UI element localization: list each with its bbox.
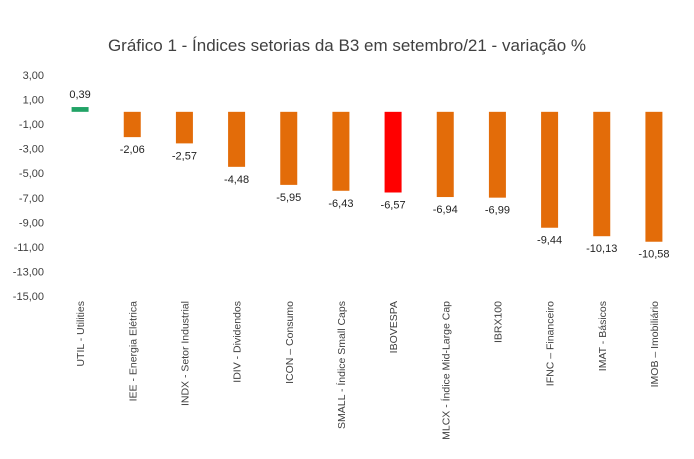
x-tick-label: ICON – Consumo: [284, 301, 296, 384]
bar: [332, 111, 350, 191]
data-label: -10,58: [638, 249, 669, 261]
data-label: -6,94: [433, 204, 458, 216]
bar: [280, 111, 298, 185]
x-tick-label: IMOB – Imobiliário: [649, 301, 661, 388]
x-tick-label: SMALL - Índice Small Caps: [335, 301, 348, 429]
y-tick-label: -3,00: [19, 144, 44, 156]
x-tick-label: IBRX100: [492, 301, 504, 343]
y-tick-label: -11,00: [14, 242, 44, 254]
data-label: -6,43: [328, 198, 353, 210]
y-axis-labels: 3,00 1,00 -1,00 -3,00 -5,00 -7,00 -9,00 -11,00 -…: [13, 70, 44, 303]
x-tick-label: INDX - Setor Industrial: [179, 301, 191, 406]
bar: [228, 111, 246, 167]
data-label: -2,57: [172, 150, 197, 162]
data-label: -2,06: [120, 144, 145, 156]
y-tick-label: -1,00: [19, 119, 44, 131]
data-label: -9,44: [537, 235, 562, 247]
y-tick-label: 3,00: [23, 70, 44, 82]
y-tick-label: -9,00: [19, 217, 44, 229]
bar: [645, 111, 663, 242]
y-tick-label: -13,00: [13, 266, 44, 278]
x-tick-label: IDIV - Dividendos: [232, 301, 244, 383]
bar: [175, 111, 193, 144]
bar: [384, 111, 402, 193]
bar: [488, 111, 506, 198]
bar: [123, 111, 141, 138]
data-label: -6,57: [381, 199, 406, 211]
x-tick-label: IFNC – Financeiro: [545, 301, 557, 386]
x-tick-label: IEE - Energia Elétrica: [127, 301, 139, 402]
data-label: -6,99: [485, 205, 510, 217]
data-label: -10,13: [586, 243, 617, 255]
bars: [71, 107, 663, 242]
bar: [593, 111, 611, 237]
x-tick-label: MLCX - Índice Mid-Large Cap: [439, 301, 452, 440]
value-labels: 0,39 -2,06 -2,57 -4,48 -5,95 -6,43 -6,57 -6,94 -…: [69, 89, 669, 261]
category-labels: UTIL - Utilities IEE - Energia Elétrica IN…: [75, 301, 661, 440]
x-tick-label: IMAT - Básicos: [597, 301, 609, 371]
y-tick-label: -5,00: [19, 168, 44, 180]
chart-title: Gráfico 1 - Índices setorias da B3 em se…: [107, 36, 587, 55]
bar: [71, 107, 89, 112]
bar: [436, 111, 454, 198]
x-tick-label: IBOVESPA: [388, 301, 400, 353]
y-tick-label: -7,00: [19, 193, 44, 205]
data-label: -4,48: [224, 174, 249, 186]
x-tick-label: UTIL - Utilities: [75, 301, 87, 367]
data-label: 0,39: [69, 89, 90, 101]
data-label: -5,95: [276, 192, 301, 204]
y-tick-label: 1,00: [23, 95, 44, 107]
bar: [541, 111, 559, 228]
y-tick-label: -15,00: [13, 291, 44, 303]
